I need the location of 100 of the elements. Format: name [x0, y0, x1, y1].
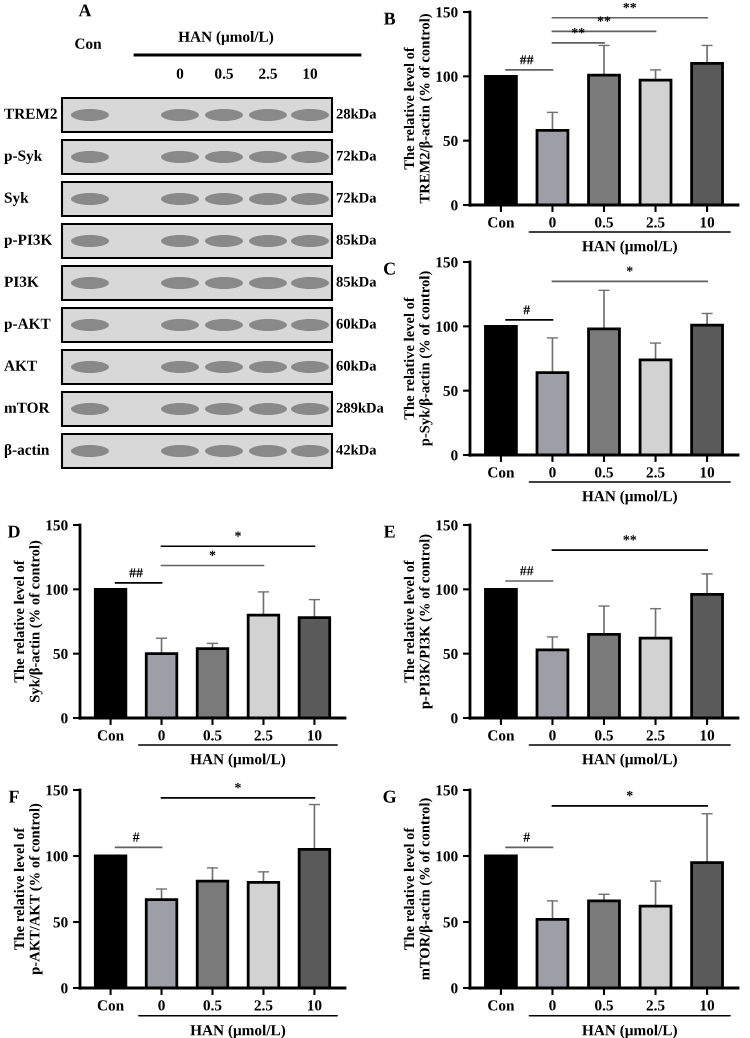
y-tick-label: 100: [46, 584, 68, 595]
annotation: **: [571, 28, 585, 34]
x-axis-title: HAN (μmol/L): [582, 753, 677, 768]
chart-title: B: [383, 12, 396, 25]
x-tick-label: 10: [308, 730, 322, 741]
category-label: 0.5: [215, 68, 233, 79]
x-tick-label: Con: [488, 1000, 515, 1011]
y-axis-title: The relative level of mTOR/β-actin (% of control): [403, 798, 433, 980]
category-label: β-actin: [4, 443, 50, 459]
x-tick-label: 0: [549, 1000, 556, 1011]
y-tick-label: 50: [443, 385, 458, 397]
category-label: 2.5: [259, 68, 277, 79]
x-tick-label: 0: [158, 730, 165, 741]
y-tick-label: 0: [61, 983, 68, 994]
y-axis-title: The relative level of TREM2/β-actin (% of control): [403, 14, 433, 204]
chart-title: E: [383, 525, 395, 538]
annotation: *: [235, 531, 241, 537]
annotation: ##: [129, 568, 143, 578]
x-tick-label: 2.5: [254, 1000, 273, 1011]
y-tick-label: 100: [436, 851, 458, 862]
category-label: TREM2: [4, 108, 57, 119]
x-tick-label: Con: [97, 1000, 124, 1011]
category-label: 42kDa: [336, 444, 377, 455]
category-label: Syk: [4, 192, 29, 206]
x-tick-label: 0.5: [595, 730, 613, 741]
chart-title: D: [7, 525, 20, 538]
x-tick-label: Con: [488, 730, 515, 741]
annotation: #: [523, 832, 530, 842]
y-axis-title: The relative level of p-Syk/β-actin (% of control): [403, 271, 433, 447]
y-axis-title: The relative level of Syk/β-actin (% of control): [13, 540, 43, 702]
x-axis-title: HAN (μmol/L): [190, 753, 286, 768]
x-tick-label: 0.5: [203, 1000, 222, 1011]
x-axis-title: HAN (μmol/L): [190, 1024, 286, 1038]
y-tick-label: 0: [451, 200, 458, 211]
y-tick-label: 0: [451, 983, 458, 994]
x-tick-label: 0.5: [595, 1000, 613, 1011]
chart-title: F: [8, 790, 19, 803]
x-tick-label: 2.5: [646, 217, 665, 228]
x-tick-label: 0: [158, 1000, 165, 1011]
annotation: *: [209, 550, 216, 556]
x-axis-title: HAN (μmol/L): [582, 240, 677, 255]
y-tick-label: 0: [61, 713, 68, 724]
x-tick-label: 2.5: [646, 467, 665, 478]
y-axis-title: The relative level of p-AKT/AKT (% of control): [13, 803, 43, 975]
x-tick-label: 2.5: [646, 1000, 665, 1011]
category-label: 60kDa: [336, 318, 377, 329]
x-tick-label: 2.5: [646, 730, 665, 741]
x-tick-label: 10: [700, 217, 715, 228]
x-tick-label: 0.5: [595, 217, 613, 228]
annotation: *: [626, 266, 633, 272]
y-tick-label: 100: [46, 851, 68, 862]
y-tick-label: 50: [443, 648, 458, 660]
y-tick-label: 150: [436, 7, 458, 18]
text: **: [623, 2, 637, 9]
x-tick-label: 0: [549, 217, 556, 228]
x-tick-label: 10: [700, 730, 715, 741]
x-tick-label: 2.5: [254, 730, 273, 741]
x-tick-label: 0: [549, 467, 556, 478]
y-tick-label: 0: [451, 450, 458, 461]
x-tick-label: 0.5: [203, 730, 222, 741]
y-tick-label: 50: [443, 917, 458, 928]
category-label: p-Syk: [4, 150, 43, 164]
category-label: 28kDa: [336, 108, 377, 119]
x-tick-label: Con: [488, 467, 515, 478]
y-tick-label: 0: [451, 713, 458, 724]
x-tick-label: 0.5: [595, 467, 613, 478]
category-label: PI3K: [4, 276, 39, 287]
category-label: 85kDa: [336, 234, 377, 245]
y-tick-label: 50: [53, 917, 68, 928]
category-label: 72kDa: [336, 192, 377, 203]
chart-title: G: [383, 790, 397, 803]
y-tick-label: 150: [436, 785, 458, 796]
y-tick-label: 100: [436, 321, 458, 332]
y-tick-label: 150: [436, 257, 458, 268]
x-axis-title: HAN (μmol/L): [582, 1024, 677, 1038]
chart-title: C: [383, 262, 395, 275]
x-tick-label: Con: [488, 217, 515, 228]
x-tick-label: 10: [308, 1000, 322, 1011]
y-tick-label: 50: [53, 648, 68, 660]
x-tick-label: Con: [97, 730, 124, 741]
text: *: [235, 783, 241, 789]
annotation: #: [523, 305, 530, 315]
category-label: Con: [75, 38, 102, 49]
category-label: mTOR: [4, 402, 50, 413]
annotation: **: [597, 16, 611, 22]
x-tick-label: 0: [549, 730, 556, 741]
y-tick-label: 150: [46, 520, 68, 531]
text: A: [78, 4, 92, 17]
category-label: p-PI3K: [4, 234, 53, 248]
category-label: 72kDa: [336, 150, 377, 161]
x-tick-label: 10: [700, 1000, 715, 1011]
category-label: 85kDa: [336, 276, 377, 287]
y-tick-label: 100: [436, 71, 458, 82]
category-label: 289kDa: [336, 402, 384, 413]
category-label: AKT: [4, 360, 37, 371]
y-tick-label: 100: [436, 584, 458, 595]
category-label: 60kDa: [336, 360, 377, 371]
category-label: 0: [176, 68, 184, 79]
x-tick-label: 10: [700, 467, 715, 478]
annotation: **: [623, 535, 637, 541]
